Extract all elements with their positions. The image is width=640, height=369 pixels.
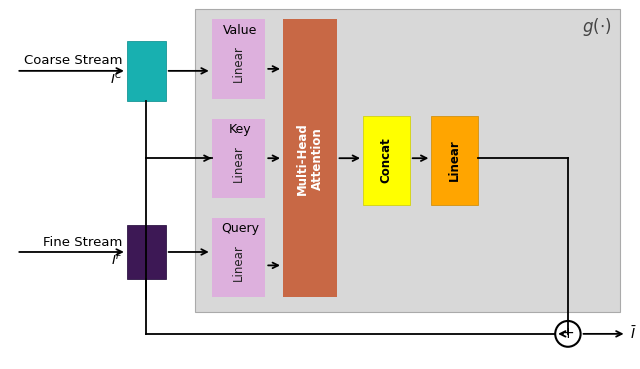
Text: $g(\cdot)$: $g(\cdot)$ (582, 16, 612, 38)
Bar (283, 19, 337, 297)
Text: $I^F$: $I^F$ (111, 252, 123, 268)
Text: Value: Value (223, 24, 258, 37)
Bar (127, 225, 166, 279)
Text: Concat: Concat (380, 137, 393, 183)
Text: Linear: Linear (232, 145, 245, 182)
Text: $I^C$: $I^C$ (109, 70, 123, 87)
Bar (212, 118, 266, 198)
Bar (212, 19, 266, 99)
Text: Key: Key (229, 123, 252, 136)
Bar (127, 41, 166, 101)
Text: Linear: Linear (232, 45, 245, 82)
Text: +: + (561, 326, 574, 341)
Text: Coarse Stream: Coarse Stream (24, 55, 123, 68)
Bar (195, 9, 620, 312)
Bar (363, 115, 410, 205)
Text: Fine Stream: Fine Stream (44, 235, 123, 249)
Bar (212, 218, 266, 297)
Text: $\bar{I}$: $\bar{I}$ (630, 325, 637, 342)
Text: Linear: Linear (232, 244, 245, 281)
Text: Linear: Linear (448, 139, 461, 181)
Text: Multi-Head
Attention: Multi-Head Attention (296, 122, 324, 194)
Bar (431, 115, 478, 205)
Text: Query: Query (221, 222, 259, 235)
